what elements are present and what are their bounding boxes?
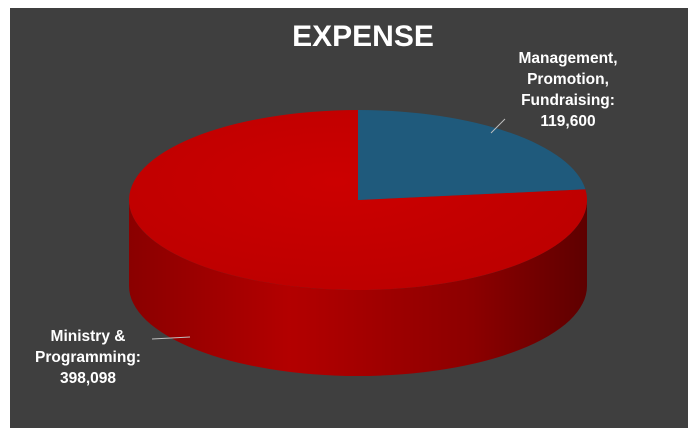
label-line: Management,	[518, 50, 618, 67]
pie-slice-ministry	[129, 110, 588, 291]
leader-line-ministry	[151, 336, 191, 340]
data-label-management: Management, Promotion, Fundraising: 119,…	[496, 48, 640, 132]
leader-line-mgmt	[490, 118, 506, 134]
label-line: Programming:	[35, 349, 141, 366]
pie-slice-side-ministry	[129, 200, 587, 376]
data-label-ministry: Ministry & Programming: 398,098	[8, 326, 168, 389]
label-line: Fundraising:	[521, 92, 615, 109]
label-line: Ministry &	[50, 328, 126, 345]
label-value: 398,098	[59, 370, 117, 387]
chart-title: EXPENSE	[292, 20, 434, 53]
pie-slice-management	[358, 110, 586, 200]
label-value: 119,600	[540, 113, 596, 130]
label-line: Promotion,	[527, 71, 609, 88]
